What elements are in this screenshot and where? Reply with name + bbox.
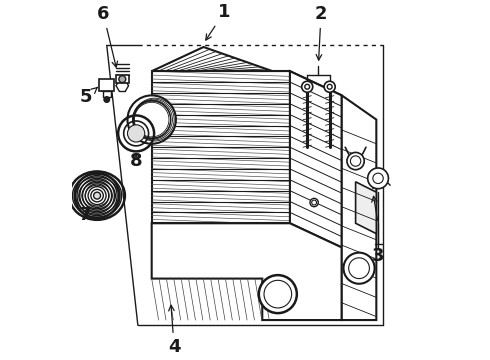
Polygon shape	[152, 47, 342, 95]
Text: 6: 6	[97, 5, 118, 67]
Polygon shape	[342, 95, 376, 320]
Bar	[116, 75, 128, 83]
Text: 5: 5	[80, 87, 98, 106]
Polygon shape	[152, 223, 342, 320]
Polygon shape	[290, 71, 342, 247]
Circle shape	[368, 168, 389, 189]
Circle shape	[324, 81, 335, 92]
Text: 8: 8	[130, 152, 143, 170]
Circle shape	[127, 95, 176, 144]
Text: 4: 4	[168, 305, 180, 356]
Text: 2: 2	[315, 5, 327, 60]
Circle shape	[343, 253, 375, 284]
Text: 7: 7	[78, 206, 91, 224]
Circle shape	[94, 192, 100, 199]
Circle shape	[302, 81, 313, 92]
Bar	[102, 91, 111, 97]
Polygon shape	[356, 182, 376, 234]
Text: 3: 3	[372, 247, 384, 265]
Text: 1: 1	[206, 3, 230, 40]
Polygon shape	[152, 71, 290, 223]
Circle shape	[310, 198, 318, 207]
Bar	[99, 79, 114, 91]
Circle shape	[259, 275, 297, 313]
Circle shape	[104, 97, 110, 102]
Circle shape	[127, 125, 145, 142]
Circle shape	[119, 76, 126, 82]
Circle shape	[347, 152, 364, 170]
